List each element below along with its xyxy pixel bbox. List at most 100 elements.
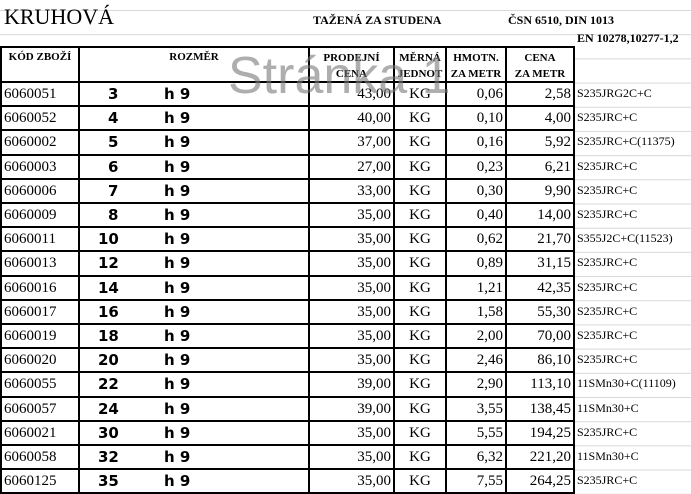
unit: KG [395,83,447,108]
unit: KG [395,373,447,398]
tolerance: h 9 [164,206,191,224]
code: 6060013 [0,252,80,277]
unit: KG [395,131,447,156]
tolerance: h 9 [164,327,191,345]
tolerance: h 9 [164,109,191,128]
size: 22 [98,375,119,394]
header-text: CENA [335,68,368,80]
tolerance: h 9 [164,230,191,249]
price-per-meter: 55,30 [507,300,575,325]
unit: KG [395,300,447,325]
header-text: HMOTN. [453,52,499,64]
material: 11SMn30+C [577,400,639,415]
weight: 1,21 [447,276,507,301]
header-text: JEDNOT [397,68,443,80]
size-cell: 32 h 9 [80,446,310,471]
weight: 2,90 [447,373,507,398]
weight: 5,55 [447,421,507,446]
weight: 0,30 [447,179,507,204]
code: 6060057 [0,397,80,422]
price-per-meter: 70,00 [507,325,575,350]
weight: 0,40 [447,204,507,229]
size-cell: 4 h 9 [80,107,310,132]
tolerance: h 9 [164,157,191,176]
size-cell: 8 h 9 [80,204,310,229]
price: 27,00 [310,155,395,180]
unit: KG [395,397,447,422]
code: 6060011 [0,228,80,253]
size: 6 [108,157,119,176]
price: 33,00 [310,179,395,204]
size: 4 [108,109,119,128]
tolerance: h 9 [164,278,191,297]
material: S235JRC+C [577,328,638,342]
weight: 0,62 [447,228,507,253]
tolerance: h 9 [164,181,191,200]
size: 18 [98,327,119,345]
material: S235JRC+C [577,158,638,173]
header-text: PRODEJNÍ [323,52,380,64]
size: 30 [98,423,119,442]
size: 8 [108,206,119,224]
price: 35,00 [310,228,395,253]
weight: 7,55 [447,470,507,494]
tolerance: h 9 [164,133,191,152]
tolerance: h 9 [164,423,191,442]
subtitle: TAŽENÁ ZA STUDENA [313,13,442,27]
weight: 6,32 [447,446,507,471]
size-cell: 22 h 9 [80,373,310,398]
price-per-meter: 31,15 [507,252,575,277]
code: 6060002 [0,131,80,156]
price: 39,00 [310,397,395,422]
norm: EN 10278,10277-1,2 [577,31,679,45]
price-per-meter: 21,70 [507,228,575,253]
weight: 1,58 [447,300,507,325]
price-per-meter: 2,58 [507,83,575,108]
header-text: ZA METR [514,68,566,80]
price: 35,00 [310,470,395,494]
code: 6060051 [0,83,80,108]
column-header: PRODEJNÍ CENA [310,46,395,83]
size-cell: 18 h 9 [80,325,310,350]
code: 6060019 [0,325,80,350]
size: 32 [98,448,119,466]
unit: KG [395,252,447,277]
price-per-meter: 138,45 [507,397,575,422]
unit: KG [395,228,447,253]
price-per-meter: 113,10 [507,373,575,398]
material: S235JRC+C [577,182,638,197]
weight: 3,55 [447,397,507,422]
unit: KG [395,107,447,132]
size-cell: 7 h 9 [80,179,310,204]
price-per-meter: 42,35 [507,276,575,301]
column-header: MĚRNÁ JEDNOT [395,46,447,83]
price: 40,00 [310,107,395,132]
material: S235JRC+C [577,352,638,367]
unit: KG [395,155,447,180]
unit: KG [395,470,447,494]
column-header: KÓD ZBOŽÍ [0,46,80,83]
size: 5 [108,133,119,152]
material: S235JRC+C [577,207,638,221]
material: 11SMn30+C [577,449,639,463]
code: 6060016 [0,276,80,301]
tolerance: h 9 [164,302,191,321]
tolerance: h 9 [164,472,191,491]
size: 24 [98,399,119,418]
title: KRUHOVÁ [4,4,114,29]
size-cell: 3 h 9 [80,83,310,108]
size-cell: 35 h 9 [80,470,310,494]
header-text: CENA [524,52,556,64]
unit: KG [395,446,447,471]
size-cell: 10 h 9 [80,228,310,253]
tolerance: h 9 [164,85,191,103]
code: 6060006 [0,179,80,204]
code: 6060009 [0,204,80,229]
price-per-meter: 86,10 [507,349,575,374]
unit: KG [395,325,447,350]
header-text: ROZMĚR [169,51,219,63]
size: 10 [98,230,119,249]
weight: 2,46 [447,349,507,374]
code: 6060125 [0,470,80,494]
price: 35,00 [310,252,395,277]
